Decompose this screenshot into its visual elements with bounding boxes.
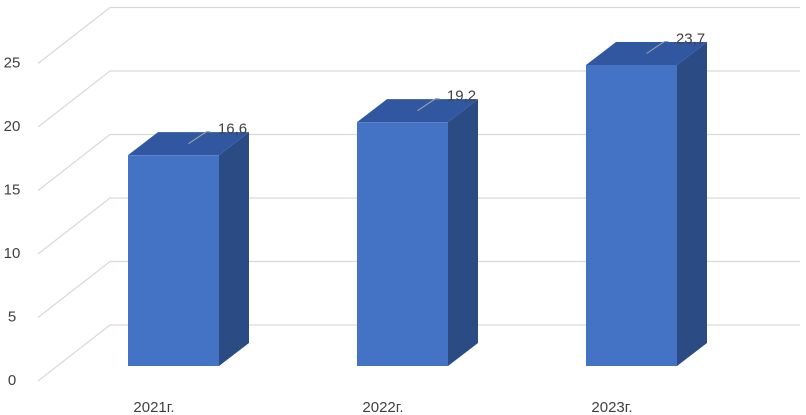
x-tick-label: 2021г. <box>133 399 174 415</box>
grid-line <box>37 197 800 255</box>
leader-line <box>646 41 669 54</box>
grid-line <box>37 324 800 382</box>
y-tick-label: 25 <box>4 54 21 71</box>
bar-side <box>677 42 707 366</box>
y-tick-label: 0 <box>8 372 16 389</box>
bar <box>128 155 219 366</box>
bar <box>357 122 448 366</box>
value-label: 16,6 <box>218 121 247 138</box>
y-tick-label: 15 <box>4 181 21 198</box>
x-tick-label: 2023г. <box>591 399 632 415</box>
value-label: 23,7 <box>676 30 705 47</box>
grid-line <box>37 6 800 64</box>
y-tick-label: 5 <box>8 308 16 325</box>
bar-top <box>586 42 707 66</box>
bar <box>586 65 677 366</box>
y-tick-label: 20 <box>4 118 21 135</box>
grid-line <box>37 260 800 318</box>
grid-line <box>37 70 800 128</box>
leader-line <box>417 98 440 112</box>
y-tick-label: 10 <box>4 245 21 262</box>
x-tick-label: 2022г. <box>362 399 403 415</box>
value-label: 19,2 <box>447 88 476 105</box>
bar-side <box>219 132 249 366</box>
leader-line <box>188 131 211 145</box>
bar-side <box>448 99 478 366</box>
grid-line <box>37 133 800 191</box>
